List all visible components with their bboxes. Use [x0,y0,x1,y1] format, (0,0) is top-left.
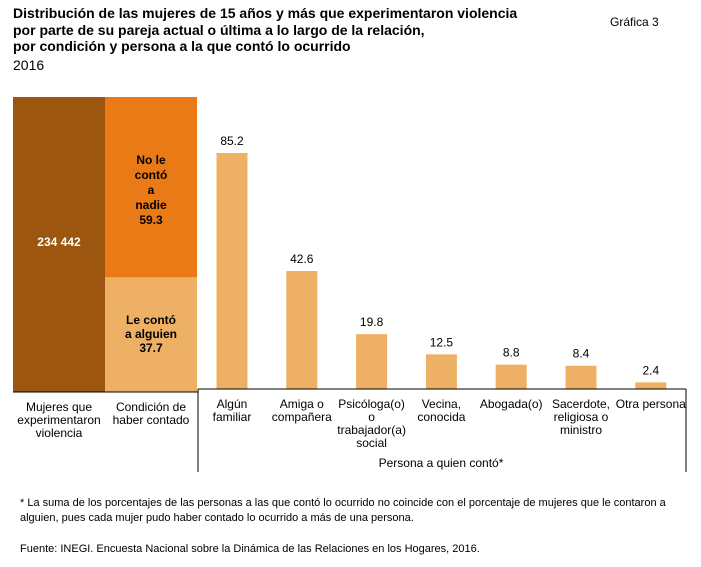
category-label: Amiga o [280,397,324,411]
data-label: 2.4 [642,363,659,377]
category-label: Abogada(o) [480,397,543,411]
bar-persona [425,354,457,389]
category-label: Otra persona [616,397,686,411]
title-line: Distribución de las mujeres de 15 años y… [13,5,518,21]
data-label-le-conto: 37.7 [139,341,163,355]
bar-no-le-conto [105,97,197,278]
bar-persona [565,365,597,389]
category-label: familiar [213,410,252,424]
bar-persona [635,382,667,389]
bar-total [13,97,105,392]
category-label: religiosa o [554,410,609,424]
bar-persona [216,153,248,389]
data-label-no-le-conto: contó [135,168,168,182]
bar-persona [286,271,318,389]
x-axis-label: Persona a quien contó* [379,456,504,470]
data-label: 8.4 [573,347,590,361]
data-label-no-le-conto: a [148,183,155,197]
data-label-le-conto: a alguien [125,327,177,341]
category-label: haber contado [113,413,190,427]
category-label: trabajador(a) [337,423,406,437]
chart-year: 2016 [13,57,45,73]
category-label: conocida [417,410,465,424]
category-label: violencia [36,426,83,440]
data-label-no-le-conto: No le [136,153,166,167]
bar-le-conto [105,277,197,392]
category-label: Algún [217,397,248,411]
data-label: 12.5 [430,335,454,349]
data-label: 85.2 [220,134,244,148]
category-label: Condición de [116,400,186,414]
category-label: Psicóloga(o) [338,397,405,411]
data-label: 8.8 [503,346,520,360]
source: Fuente: INEGI. Encuesta Nacional sobre l… [20,543,480,555]
category-label: Vecina, [422,397,461,411]
category-label: compañera [272,410,332,424]
bar-persona [356,334,388,389]
category-label: Sacerdote, [552,397,610,411]
title-line: por condición y persona a la que contó l… [13,38,351,54]
data-label-total: 234 442 [37,235,81,249]
data-label-no-le-conto: nadie [135,198,167,212]
data-label-le-conto: Le contó [126,313,176,327]
category-label: Mujeres que [26,400,92,414]
category-label: social [356,436,387,450]
figure-label: Gráfica 3 [610,15,659,29]
bar-persona [495,364,527,389]
category-label: ministro [560,423,602,437]
category-label: experimentaron [17,413,100,427]
footnote: * La suma de los porcentajes de las pers… [20,497,666,524]
data-label-no-le-conto: 59.3 [139,213,163,227]
chart-title: Distribución de las mujeres de 15 años y… [13,5,517,55]
data-label: 42.6 [290,252,314,266]
category-label: o [368,410,375,424]
title-line: por parte de su pareja actual o última a… [13,21,425,38]
data-label: 19.8 [360,315,384,329]
